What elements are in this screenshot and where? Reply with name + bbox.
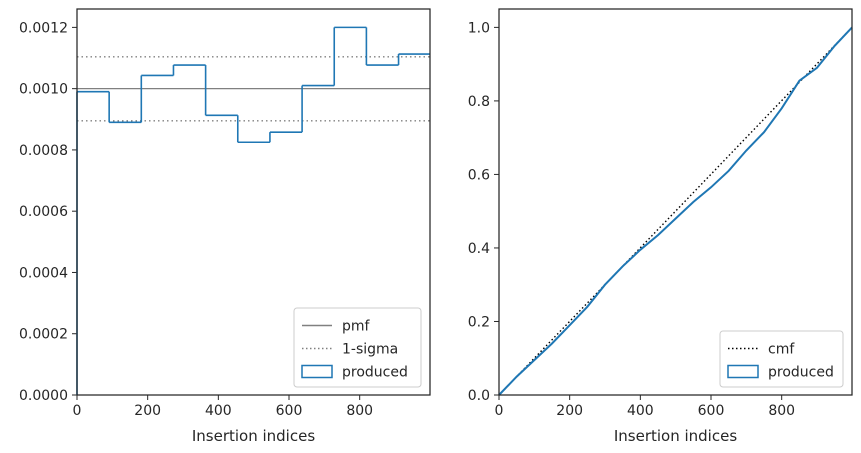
x-tick-label: 800 — [768, 403, 795, 419]
y-tick-label: 0.6 — [468, 167, 490, 183]
legend-label-cmf: cmf — [768, 342, 795, 358]
plot-frame — [498, 8, 853, 396]
legend-swatch-produced — [301, 364, 333, 379]
y-tick-label: 0.0008 — [19, 143, 68, 159]
plot-frame — [76, 8, 431, 396]
legend-frame — [293, 307, 422, 388]
x-tick-label: 600 — [276, 403, 303, 419]
legend-frame — [719, 330, 844, 388]
x-tick-label: 800 — [346, 403, 373, 419]
legend-label-produced: produced — [342, 365, 408, 381]
legend-label-1-sigma: 1-sigma — [342, 342, 398, 358]
x-tick-label: 400 — [205, 403, 232, 419]
x-tick-label: 600 — [698, 403, 725, 419]
y-tick-label: 0.0006 — [19, 204, 68, 220]
x-tick-label: 200 — [134, 403, 161, 419]
pmf-histogram-chart: 0 200 400 600 800 0.0000 0.0002 0.0004 0.0006 0.0… — [19, 8, 431, 445]
y-tick-label: 0.4 — [468, 241, 490, 257]
y-tick-label: 0.8 — [468, 94, 490, 110]
legend: cmf produced — [719, 330, 844, 388]
y-tick-label: 1.0 — [468, 20, 490, 36]
y-tick-label: 0.0004 — [19, 265, 68, 281]
x-tick-label: 0 — [495, 403, 504, 419]
legend-swatch-produced — [727, 364, 759, 379]
x-tick-label: 400 — [627, 403, 654, 419]
x-axis-label: Insertion indices — [614, 427, 737, 445]
x-tick-label: 200 — [556, 403, 583, 419]
legend: pmf 1-sigma produced — [293, 307, 422, 388]
y-tick-label: 0.0012 — [19, 20, 68, 36]
cmf-line-chart: 0 200 400 600 800 0.0 0.2 0.4 0.6 0.8 1.0 Insertion… — [468, 8, 853, 445]
legend-label-produced: produced — [768, 365, 834, 381]
y-tick-label: 0.0 — [468, 388, 490, 404]
y-tick-label: 0.2 — [468, 314, 490, 330]
produced-line — [498, 26, 853, 396]
y-tick-label: 0.0000 — [19, 388, 68, 404]
x-axis-label: Insertion indices — [192, 427, 315, 445]
legend-label-pmf: pmf — [342, 319, 371, 335]
y-tick-label: 0.0010 — [19, 82, 68, 98]
y-tick-label: 0.0002 — [19, 327, 68, 343]
x-tick-label: 0 — [73, 403, 82, 419]
